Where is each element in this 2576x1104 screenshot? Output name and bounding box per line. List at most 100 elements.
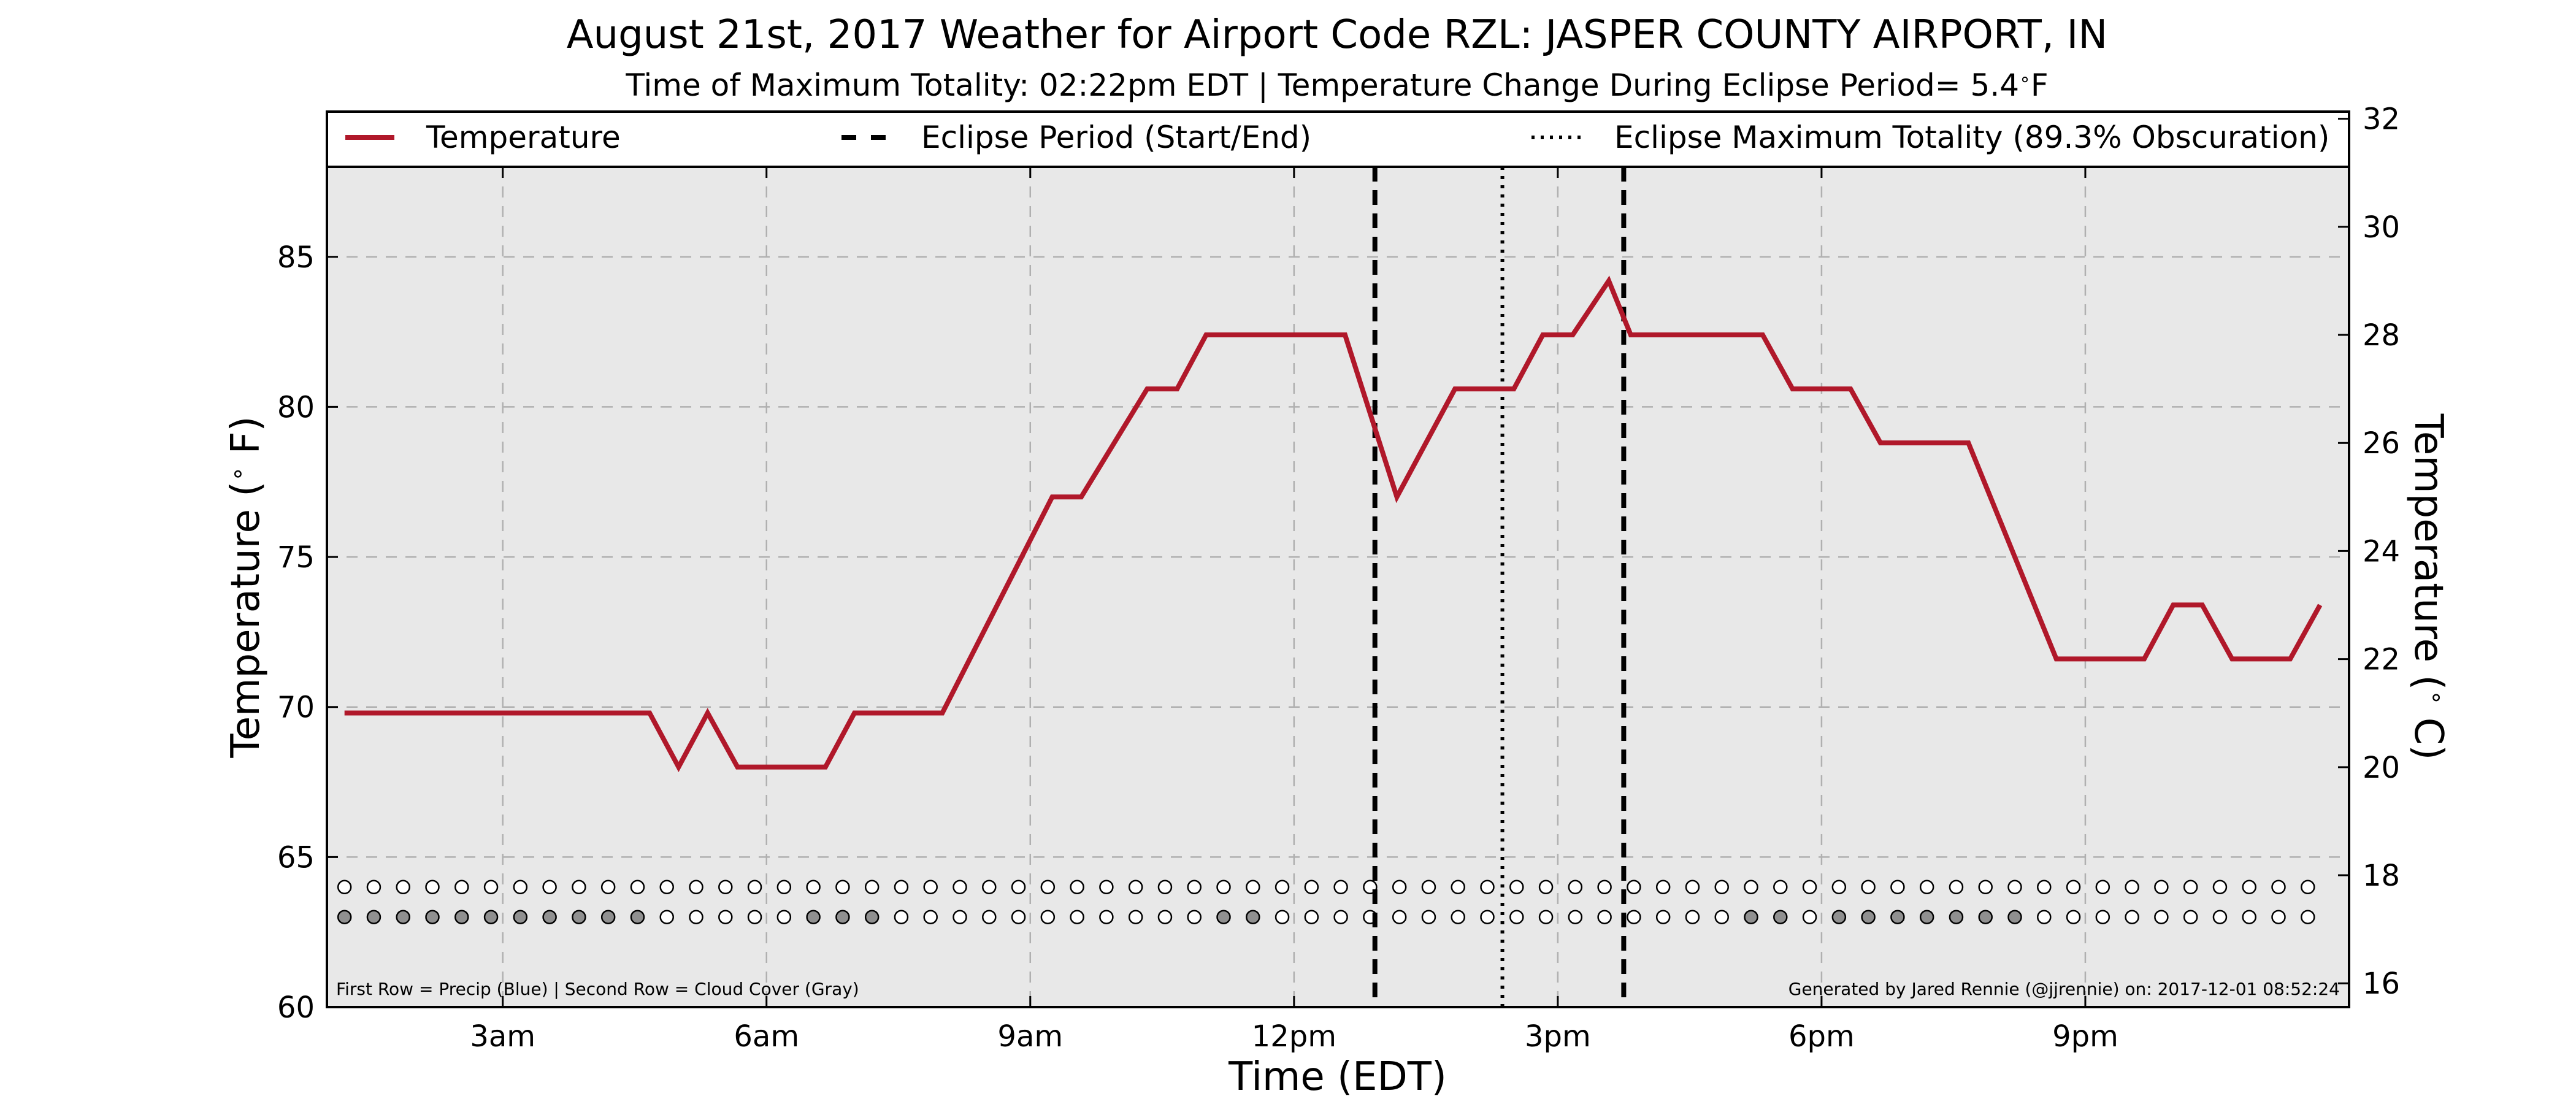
footnote-right: Generated by Jared Rennie (@jjrennie) on… (1788, 979, 2340, 999)
cloud-cover-marker (1040, 910, 1056, 924)
y-tick-label: 65 (277, 840, 315, 875)
y2-tick-label: 16 (2363, 967, 2400, 1001)
precip-marker (982, 880, 997, 895)
legend-max-totality-label: Eclipse Maximum Totality (89.3% Obscurat… (1614, 120, 2329, 155)
y2-tick-label: 18 (2363, 859, 2400, 893)
cloud-cover-marker (1099, 910, 1114, 924)
legend-temperature-label: Temperature (426, 120, 621, 155)
precip-marker (1919, 880, 1934, 895)
cloud-cover-marker (1655, 910, 1671, 924)
precip-marker (1685, 880, 1700, 895)
series-layer (344, 275, 2323, 773)
cloud-cover-marker (1392, 910, 1407, 924)
precip-marker (953, 880, 967, 895)
precip-marker (1421, 880, 1436, 895)
precip-marker (2183, 880, 2198, 895)
cloud-cover-marker (2212, 910, 2228, 924)
x-axis-ticks: 3am 6am 9am 12pm 3pm 6pm 9pm (470, 167, 2118, 1054)
cloud-cover-marker (2154, 910, 2169, 924)
precip-marker (1480, 880, 1495, 895)
precip-marker (1392, 880, 1407, 895)
precip-marker (1333, 880, 1348, 895)
precip-marker (1157, 880, 1173, 895)
cloud-cover-marker (1246, 910, 1260, 924)
precip-marker (1216, 880, 1231, 895)
precip-marker (2271, 880, 2286, 895)
y2-tick-label: 24 (2363, 534, 2400, 569)
temperature-line (344, 275, 2323, 773)
cloud-cover-marker (425, 910, 440, 924)
precip-marker (835, 880, 850, 895)
precip-marker (1070, 880, 1084, 895)
cloud-cover-marker (1597, 910, 1612, 924)
y-tick-label: 85 (277, 240, 315, 275)
precip-marker (572, 880, 586, 895)
cloud-cover-marker (864, 910, 880, 924)
cloud-cover-marker (1157, 910, 1173, 924)
cloud-cover-marker (1275, 910, 1290, 924)
y2-axis-ticks: 16 18 20 22 24 26 28 30 32 (2338, 102, 2400, 1001)
precip-marker (2095, 880, 2110, 895)
cloud-cover-marker (2037, 910, 2052, 924)
cloud-cover-marker (1538, 910, 1554, 924)
cloud-cover-marker (1216, 910, 1231, 924)
precip-marker (1627, 880, 1641, 895)
cloud-cover-marker (2066, 910, 2081, 924)
precip-marker (689, 880, 703, 895)
precip-marker (1949, 880, 1964, 895)
precip-marker (337, 880, 352, 895)
y-tick-label: 60 (277, 991, 315, 1025)
legend-box (326, 110, 2350, 168)
y2-tick-label: 32 (2363, 102, 2400, 137)
legend-eclipse-period-label: Eclipse Period (Start/End) (921, 120, 1311, 155)
precip-marker (1246, 880, 1260, 895)
y-tick-label: 70 (277, 691, 315, 725)
cloud-cover-marker (2301, 910, 2315, 924)
chart-subtitle: Time of Maximum Totality: 02:22pm EDT | … (625, 67, 2048, 103)
cloud-cover-marker (396, 910, 410, 924)
cloud-cover-marker (1773, 910, 1788, 924)
precip-marker (1890, 880, 1905, 895)
cloud-cover-marker (366, 910, 381, 924)
precip-marker (513, 880, 528, 895)
cloud-cover-marker (2007, 910, 2022, 924)
precip-marker (864, 880, 880, 895)
precip-marker (1538, 880, 1554, 895)
precip-marker (2301, 880, 2315, 895)
cloud-cover-marker (2271, 910, 2286, 924)
cloud-cover-marker (689, 910, 703, 924)
cloud-cover-marker (2183, 910, 2198, 924)
cloud-cover-marker (2095, 910, 2110, 924)
y-axis-label: Temperature (∘ F) (223, 416, 269, 759)
precip-marker (1304, 880, 1319, 895)
precip-marker (2066, 880, 2081, 895)
y2-tick-label: 20 (2363, 751, 2400, 785)
precip-marker (1714, 880, 1729, 895)
cloud-cover-marker (513, 910, 528, 924)
x-tick-label: 6pm (1788, 1019, 1855, 1054)
cloud-cover-marker (572, 910, 586, 924)
cloud-cover-marker (776, 910, 792, 924)
precip-marker (1128, 880, 1143, 895)
precip-marker (1568, 880, 1583, 895)
precip-marker (1099, 880, 1114, 895)
precip-marker (1451, 880, 1465, 895)
cloud-cover-marker (1627, 910, 1641, 924)
grid (327, 167, 2349, 1008)
cloud-cover-marker (1509, 910, 1524, 924)
precip-marker (1597, 880, 1612, 895)
cloud-cover-marker (1333, 910, 1348, 924)
precip-marker (483, 880, 499, 895)
y2-tick-label: 26 (2363, 426, 2400, 461)
precip-marker (1773, 880, 1788, 895)
precip-marker (396, 880, 410, 895)
cloud-cover-marker (747, 910, 762, 924)
cloud-cover-marker (1070, 910, 1084, 924)
precip-marker (923, 880, 938, 895)
precip-marker (542, 880, 557, 895)
x-tick-label: 9am (997, 1019, 1063, 1054)
cloud-cover-marker (600, 910, 616, 924)
precip-marker (425, 880, 440, 895)
cloud-cover-marker (894, 910, 909, 924)
